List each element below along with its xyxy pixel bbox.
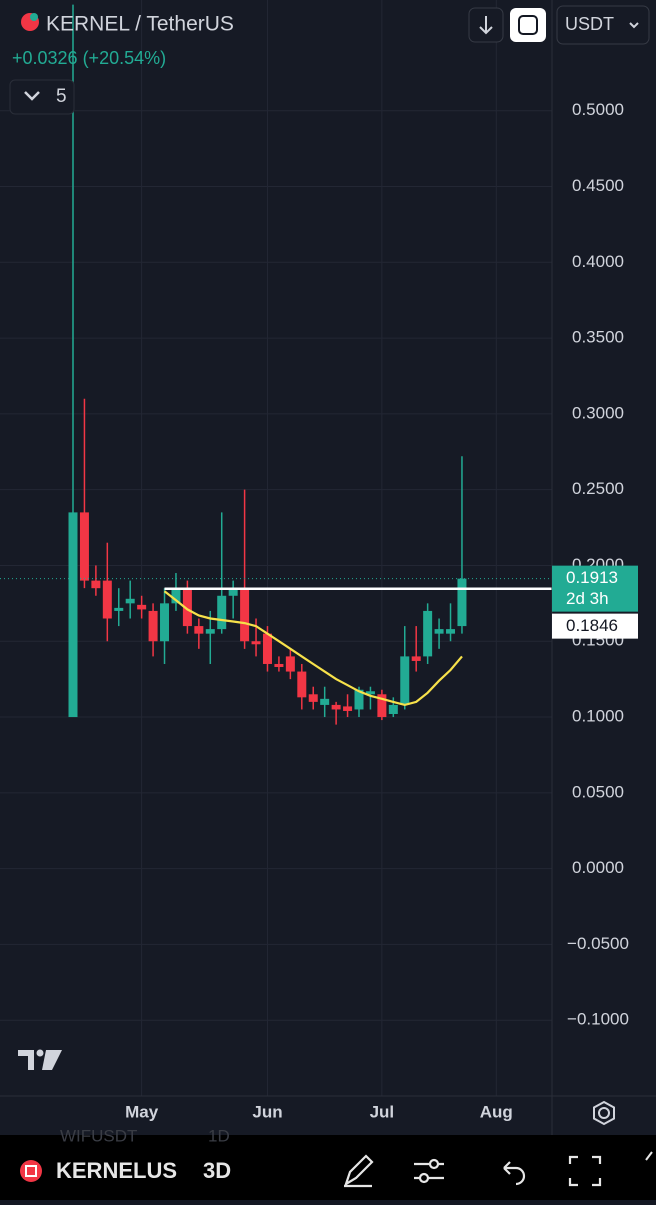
candle-body bbox=[251, 641, 261, 645]
y-tick-label: 0.2500 bbox=[572, 479, 624, 498]
candle-body bbox=[160, 603, 170, 642]
candle-body bbox=[457, 578, 467, 627]
toolbar-symbol[interactable]: KERNELUS bbox=[56, 1158, 177, 1183]
chevron bbox=[629, 22, 639, 29]
y-tick-label: 0.0500 bbox=[572, 782, 624, 801]
price-axis: −0.1000−0.05000.00000.05000.10000.15000.… bbox=[552, 100, 638, 1029]
ghost-interval: 1D bbox=[208, 1126, 230, 1145]
x-tick-label: Aug bbox=[480, 1102, 513, 1121]
candle-body bbox=[331, 704, 341, 710]
more-icon bbox=[645, 1151, 653, 1161]
candle-body bbox=[354, 689, 364, 710]
grid bbox=[0, 0, 552, 1096]
y-tick-label: 0.3500 bbox=[572, 328, 624, 347]
settings-icon[interactable] bbox=[598, 1107, 610, 1119]
candle-body bbox=[320, 698, 330, 705]
level-box bbox=[552, 613, 638, 639]
chevron bbox=[24, 91, 40, 101]
candle-body bbox=[217, 595, 227, 630]
last-price-box bbox=[552, 565, 638, 612]
y-tick-label: −0.0500 bbox=[567, 934, 629, 953]
chart-bg bbox=[0, 0, 656, 1135]
candle-body bbox=[308, 694, 318, 702]
countdown: 2d 3h bbox=[566, 589, 609, 608]
candle-body bbox=[365, 691, 375, 695]
candle-body bbox=[274, 663, 284, 668]
candle-body bbox=[446, 629, 456, 634]
fullscreen-icon[interactable] bbox=[568, 1155, 602, 1187]
candle-body bbox=[343, 706, 353, 711]
candle-body bbox=[171, 588, 181, 604]
moving-average bbox=[163, 590, 463, 707]
level-label: 0.1846 bbox=[566, 616, 618, 635]
candle-body bbox=[262, 633, 272, 664]
candle-body bbox=[148, 610, 158, 642]
price-change: +0.0326 (+20.54%) bbox=[12, 48, 166, 68]
currency-dropdown[interactable] bbox=[556, 5, 650, 45]
candle-body bbox=[285, 656, 295, 672]
candle-body bbox=[125, 598, 135, 604]
toggle-button[interactable] bbox=[510, 8, 546, 42]
symbol-icon bbox=[20, 1160, 42, 1182]
y-tick-label: 0.0000 bbox=[572, 858, 624, 877]
candle-body bbox=[182, 588, 192, 627]
candle-body bbox=[114, 607, 124, 611]
settings-icon bbox=[428, 1158, 440, 1170]
x-tick-label: Jun bbox=[252, 1102, 282, 1121]
undo-icon[interactable] bbox=[503, 1161, 526, 1186]
candle-body bbox=[228, 588, 238, 596]
candle-body bbox=[102, 580, 112, 619]
candle-body bbox=[79, 512, 89, 581]
symbol-icon bbox=[25, 1165, 37, 1177]
candle-body bbox=[377, 694, 387, 718]
y-tick-label: 0.5000 bbox=[572, 100, 624, 119]
y-tick-label: 0.4000 bbox=[572, 252, 624, 271]
candle-body bbox=[434, 629, 444, 634]
candle-body bbox=[137, 604, 147, 610]
indicator-toggle[interactable] bbox=[9, 79, 75, 115]
candle-body bbox=[91, 580, 101, 589]
last-price-label: 0.1913 bbox=[566, 568, 618, 587]
toolbar-interval[interactable]: 3D bbox=[203, 1158, 231, 1183]
ghost-symbol: WIFUSDT bbox=[60, 1126, 137, 1145]
candle-body bbox=[194, 626, 204, 634]
x-tick-label: Jul bbox=[370, 1102, 395, 1121]
settings-icon bbox=[418, 1172, 430, 1184]
tv-logo bbox=[18, 1050, 62, 1070]
candle-body bbox=[388, 704, 398, 715]
candle-body bbox=[68, 512, 78, 718]
plot bbox=[0, 4, 552, 725]
currency: USDT bbox=[565, 14, 614, 34]
y-tick-label: 0.3000 bbox=[572, 403, 624, 422]
symbol-icon bbox=[30, 13, 38, 21]
toggle-icon bbox=[518, 15, 538, 35]
candle-body bbox=[240, 588, 250, 642]
symbol-title: KERNEL / TetherUS bbox=[46, 13, 234, 36]
y-tick-label: 0.1000 bbox=[572, 707, 624, 726]
y-tick-label: −0.1000 bbox=[567, 1010, 629, 1029]
toolbar bbox=[0, 1135, 656, 1200]
tv-logo bbox=[36, 1049, 44, 1057]
candle-body bbox=[423, 610, 433, 657]
arrow-icon bbox=[479, 16, 493, 35]
candle-body bbox=[205, 629, 215, 634]
draw-icon[interactable] bbox=[344, 1154, 374, 1188]
candle-body bbox=[411, 656, 421, 661]
x-tick-label: May bbox=[125, 1102, 159, 1121]
candle-body bbox=[297, 671, 307, 698]
settings-icon bbox=[593, 1100, 615, 1126]
candle-body bbox=[400, 656, 410, 705]
y-tick-label: 0.4500 bbox=[572, 176, 624, 195]
indicator-count: 5 bbox=[56, 86, 67, 107]
